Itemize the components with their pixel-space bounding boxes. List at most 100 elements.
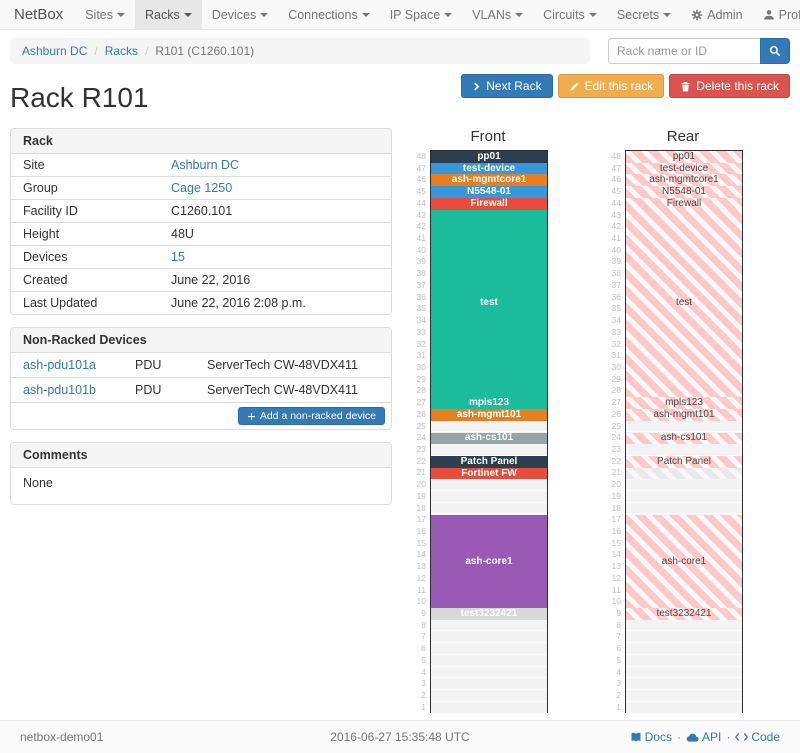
unit-number: 40 (416, 244, 426, 255)
non-racked-device-row: ash-pdu101a PDU ServerTech CW-48VDX411 (11, 353, 391, 377)
chevron-down-icon (515, 12, 524, 17)
comments-title: Comments (11, 443, 391, 468)
rack-device-ash-core1[interactable]: ash-core1 (431, 514, 547, 609)
chevron-down-icon (361, 12, 370, 17)
unit-number: 15 (416, 537, 426, 548)
next-rack-button[interactable]: Next Rack (461, 74, 553, 98)
rack-device-firewall[interactable]: Firewall (431, 197, 547, 210)
unit-number: 13 (416, 561, 426, 572)
device-name-link[interactable]: ash-pdu101b (23, 383, 96, 397)
non-racked-panel: Non-Racked Devices ash-pdu101a PDU ServerT… (10, 327, 392, 430)
nav-item-secrets[interactable]: Secrets (607, 0, 681, 29)
unit-number: 47 (611, 162, 621, 173)
nav-item-label: VLANs (472, 7, 512, 22)
app-brand[interactable]: NetBox (14, 6, 64, 23)
unit-number: 29 (611, 373, 621, 384)
footer-link-docs[interactable]: Docs (630, 730, 672, 744)
unit-number: 5 (616, 654, 621, 665)
search-input[interactable] (608, 38, 760, 64)
chevron-right-icon (472, 82, 481, 91)
footer-link-code[interactable]: Code (735, 730, 780, 744)
rack-device-test3232421[interactable]: test3232421 (626, 608, 742, 621)
rack-device-mpls123[interactable]: mpls123 (431, 397, 547, 410)
rack-device-firewall[interactable]: Firewall (626, 197, 742, 210)
rack-elevations: Front 48 47 46 45 44 43 42 41 40 39 38 37 36 35 34 33 32… (412, 128, 743, 714)
unit-number: 22 (611, 455, 621, 466)
unit-number: 18 (611, 502, 621, 513)
unit-number: 42 (416, 221, 426, 232)
rack-device-ash-mgmt101[interactable]: ash-mgmt101 (431, 409, 547, 421)
rack-device-test[interactable]: test (626, 209, 742, 398)
code-icon (735, 732, 749, 742)
search-button[interactable] (760, 38, 790, 64)
rack-device-ash-cs101[interactable]: ash-cs101 (431, 432, 547, 445)
add-non-racked-device-button[interactable]: Add a non-racked device (237, 407, 385, 425)
nav-item-vlans[interactable]: VLANs (462, 0, 533, 29)
unit-number: 16 (416, 526, 426, 536)
attr-label: Group (23, 181, 58, 195)
unit-number: 38 (416, 268, 426, 279)
breadcrumb-item[interactable]: Ashburn DC (22, 44, 88, 58)
rack-device-pp01[interactable]: pp01 (431, 151, 547, 163)
device-type: ServerTech CW-48VDX411 (207, 358, 358, 372)
rack-device[interactable] (626, 467, 742, 480)
rack-unit-slot (626, 619, 742, 632)
nav-item-connections[interactable]: Connections (278, 0, 380, 29)
footer-link-api[interactable]: API (686, 730, 721, 744)
attr-value[interactable]: Cage 1250 (171, 181, 233, 195)
nav-item-profile[interactable]: Profile (753, 0, 800, 29)
nav-item-admin[interactable]: Admin (681, 0, 752, 29)
device-name-link[interactable]: ash-pdu101a (23, 358, 96, 372)
nav-item-racks[interactable]: Racks (135, 0, 202, 29)
rack-attr-row: Created June 22, 2016 (11, 268, 391, 291)
attr-value[interactable]: 15 (171, 250, 185, 264)
rack-device-n5548-01[interactable]: N5548-01 (431, 186, 547, 198)
rack-unit-slot (626, 678, 742, 691)
attr-value[interactable]: Ashburn DC (171, 158, 240, 172)
nav-item-circuits[interactable]: Circuits (533, 0, 607, 29)
rack-device-n5548-01[interactable]: N5548-01 (626, 186, 742, 198)
rack-device-test3232421[interactable]: test3232421 (431, 608, 547, 621)
rack-device-test[interactable]: test (431, 209, 547, 398)
rack-device-mpls123[interactable]: mpls123 (626, 397, 742, 410)
chevron-down-icon (588, 12, 597, 17)
nav-item-ip-space[interactable]: IP Space (380, 0, 463, 29)
attr-label: Facility ID (23, 204, 78, 218)
rack-device-patch-panel[interactable]: Patch Panel (626, 455, 742, 468)
button-label: Edit this rack (584, 79, 654, 93)
unit-number: 11 (417, 584, 426, 595)
attr-label: Last Updated (23, 296, 98, 310)
unit-number: 6 (421, 643, 426, 654)
rack-unit-slot (431, 490, 547, 503)
rack-body-rear: pp01 test-device ash-mgmtcore1 N5548-01 Fire… (625, 150, 743, 714)
rack-device-patch-panel[interactable]: Patch Panel (431, 455, 547, 468)
rack-panel-rows: Site Ashburn DC Group Cage 1250 Facility ID C… (11, 154, 391, 314)
footer-links: Docs · API · Code (630, 730, 780, 744)
rack-device-test-device[interactable]: test-device (626, 162, 742, 175)
unit-number: 3 (421, 678, 426, 689)
rack-device-fortinet-fw[interactable]: Fortinet FW (431, 467, 547, 480)
cloud-icon (686, 731, 699, 744)
edit-this-rack-button[interactable]: Edit this rack (557, 74, 665, 98)
unit-number: 23 (611, 443, 621, 454)
delete-this-rack-button[interactable]: Delete this rack (669, 74, 790, 98)
nav-item-devices[interactable]: Devices (202, 0, 278, 29)
breadcrumb-item[interactable]: Racks (104, 44, 139, 58)
unit-number: 4 (616, 666, 621, 677)
rack-device-test-device[interactable]: test-device (431, 162, 547, 175)
rack-device-ash-core1[interactable]: ash-core1 (626, 514, 742, 609)
unit-number: 9 (616, 608, 621, 619)
chevron-down-icon (444, 12, 453, 17)
nav-item-sites[interactable]: Sites (75, 0, 135, 29)
attr-label: Devices (23, 250, 68, 264)
rack-unit-slot (626, 654, 742, 667)
rack-attr-row: Height 48U (11, 222, 391, 245)
nav-item-label: Connections (288, 7, 358, 22)
rack-device-ash-mgmtcore1[interactable]: ash-mgmtcore1 (431, 174, 547, 187)
rack-device-pp01[interactable]: pp01 (626, 151, 742, 163)
footer-separator: · (676, 730, 681, 744)
rack-device-ash-mgmtcore1[interactable]: ash-mgmtcore1 (626, 174, 742, 187)
rack-device-ash-cs101[interactable]: ash-cs101 (626, 432, 742, 445)
rack-device-ash-mgmt101[interactable]: ash-mgmt101 (626, 409, 742, 421)
unit-number: 36 (416, 291, 426, 302)
